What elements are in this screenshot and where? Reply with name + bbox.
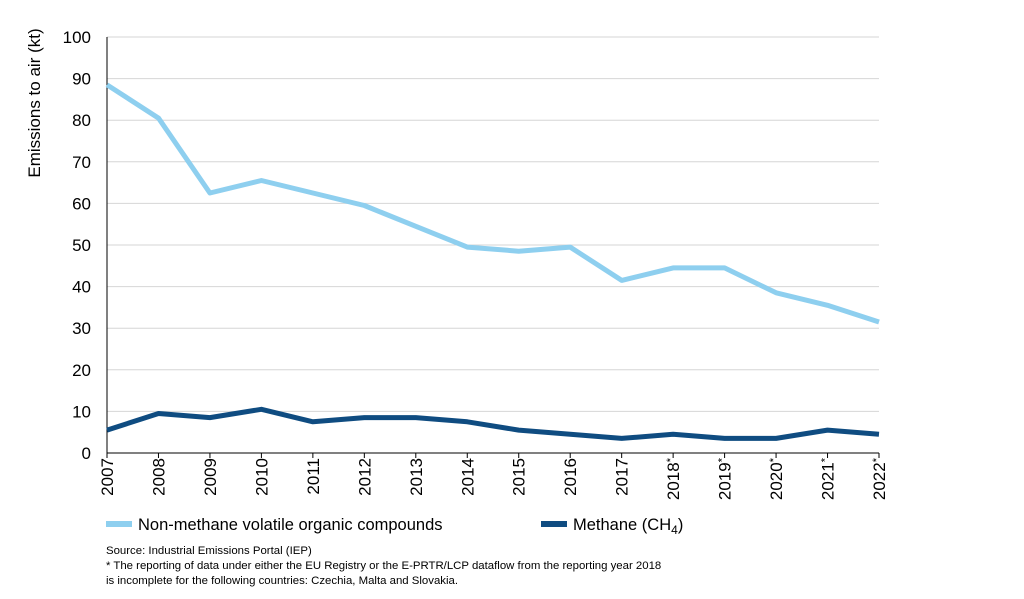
x-tick-year-2019: 2019 — [716, 462, 735, 500]
legend-methane-main: Methane (CH — [573, 516, 671, 534]
footnote-line-2: is incomplete for the following countrie… — [106, 575, 459, 587]
x-tick-label-2017: 2017 — [613, 458, 632, 496]
series-lines — [105, 82, 880, 441]
x-tick-label-2022: 2022* — [870, 457, 889, 500]
series-line-methane — [106, 406, 880, 441]
y-tick-label-100: 100 — [63, 28, 91, 47]
x-tick-label-2014: 2014 — [458, 458, 477, 496]
x-tick-label-2009: 2009 — [201, 458, 220, 496]
y-tick-label-70: 70 — [72, 153, 91, 172]
series-line-nmvoc — [105, 82, 880, 325]
x-tick-footnote-mark-2019: * — [717, 457, 729, 462]
y-tick-label-20: 20 — [72, 361, 91, 380]
y-tick-label-40: 40 — [72, 278, 91, 297]
y-tick-label-50: 50 — [72, 236, 91, 255]
x-tick-label-2010: 2010 — [252, 458, 271, 496]
x-tick-footnote-mark-2022: * — [871, 457, 883, 462]
chart-notes: Source: Industrial Emissions Portal (IEP… — [106, 544, 661, 589]
y-tick-label-10: 10 — [72, 402, 91, 421]
x-axis-ticks: 2007 2008 2009 2010 2011 2012 2013 2014 2015 2016… — [98, 453, 889, 500]
y-tick-label-0: 0 — [82, 444, 91, 463]
y-axis-title: Emissions to air (kt) — [25, 28, 44, 177]
x-tick-label-2019: 2019* — [716, 457, 735, 500]
x-tick-label-2021: 2021* — [819, 457, 838, 500]
gridlines — [106, 36, 879, 454]
x-tick-label-2007: 2007 — [98, 458, 117, 496]
legend-methane-close: ) — [678, 516, 684, 534]
x-tick-label-2016: 2016 — [561, 458, 580, 496]
x-tick-footnote-mark-2020: * — [768, 457, 780, 462]
x-tick-footnote-mark-2018: * — [665, 457, 677, 462]
x-tick-year-2020: 2020 — [767, 462, 786, 500]
y-tick-label-80: 80 — [72, 111, 91, 130]
y-tick-label-30: 30 — [72, 319, 91, 338]
x-tick-year-2021: 2021 — [819, 462, 838, 500]
footnote-line-1: * The reporting of data under either the… — [106, 560, 662, 572]
legend-methane-subscript: 4 — [671, 523, 678, 537]
x-tick-label-2008: 2008 — [149, 458, 168, 496]
source-note: Source: Industrial Emissions Portal (IEP… — [106, 545, 312, 557]
x-tick-year-2022: 2022 — [870, 462, 889, 500]
x-tick-label-2020: 2020* — [767, 457, 786, 500]
y-tick-label-90: 90 — [72, 70, 91, 89]
x-tick-footnote-mark-2021: * — [820, 457, 832, 462]
x-tick-year-2018: 2018 — [664, 462, 683, 500]
x-tick-label-2011: 2011 — [304, 458, 323, 495]
x-tick-label-2012: 2012 — [355, 458, 374, 496]
x-tick-label-2018: 2018* — [664, 457, 683, 500]
legend-label-methane: Methane (CH4) — [573, 516, 683, 537]
y-axis-ticks: 0 10 20 30 40 50 60 70 80 90 100 — [63, 28, 91, 463]
y-tick-label-60: 60 — [72, 194, 91, 213]
x-tick-label-2015: 2015 — [510, 458, 529, 496]
legend: Non-methane volatile organic compounds M… — [106, 516, 683, 537]
legend-label-nmvoc: Non-methane volatile organic compounds — [138, 516, 443, 534]
x-tick-label-2013: 2013 — [407, 458, 426, 496]
